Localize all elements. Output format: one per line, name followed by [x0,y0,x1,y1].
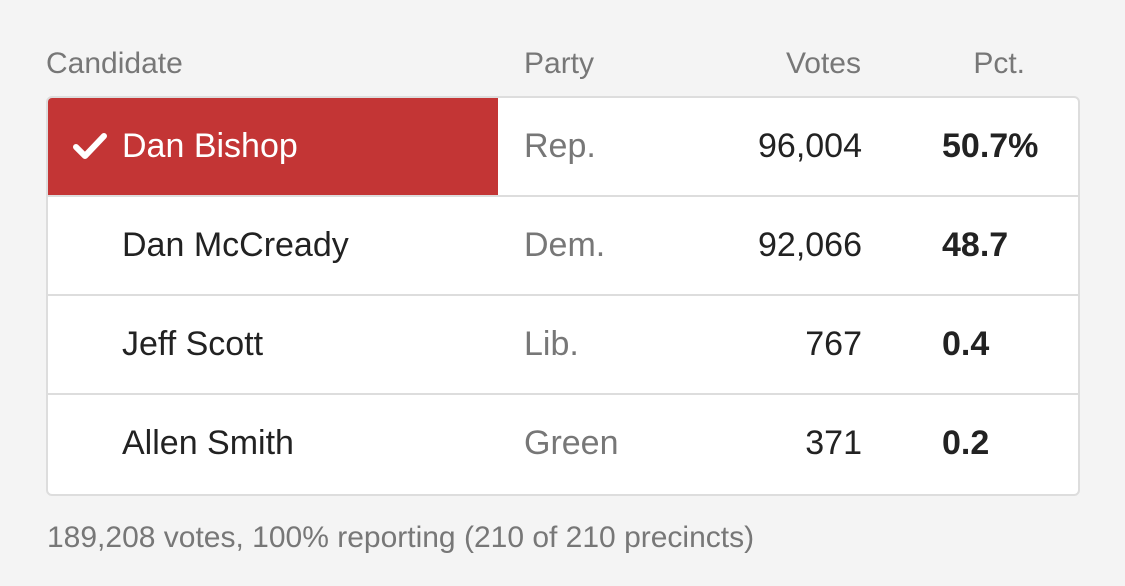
candidate-pct: 50.7% [942,127,1039,165]
table-row: Jeff Scott Lib. 767 0.4 [48,296,1078,395]
candidate-party: Dem. [524,226,606,264]
candidate-votes: 92,066 [758,226,862,264]
candidate-party: Lib. [524,325,579,363]
candidate-name: Jeff Scott [122,325,264,363]
candidate-pct: 0.4 [942,325,990,363]
table-row: Dan Bishop Rep. 96,004 50.7% [48,98,1078,197]
table-row: Allen Smith Green 371 0.2 [48,395,1078,492]
candidate-party: Rep. [524,127,596,165]
table-row: Dan McCready Dem. 92,066 48.7 [48,197,1078,296]
candidate-pct: 0.2 [942,424,990,462]
candidate-party: Green [524,424,619,462]
header-pct: Pct. [973,47,1025,80]
candidate-name: Dan McCready [122,226,349,264]
header-party: Party [524,47,595,80]
candidate-votes: 371 [805,424,862,462]
header-candidate: Candidate [46,47,183,80]
candidate-pct: 48.7 [942,226,1009,264]
results-table: Dan Bishop Rep. 96,004 50.7% Dan McCread… [46,96,1080,496]
winner-highlight [48,98,498,195]
results-table-header: Candidate Party Votes Pct. [46,44,1078,84]
checkmark-icon [73,133,107,159]
candidate-votes: 767 [805,325,862,363]
candidate-name: Allen Smith [122,424,294,462]
reporting-summary: 189,208 votes, 100% reporting (210 of 21… [47,521,755,554]
candidate-votes: 96,004 [758,127,862,165]
header-votes: Votes [785,47,861,80]
candidate-name: Dan Bishop [122,127,298,165]
